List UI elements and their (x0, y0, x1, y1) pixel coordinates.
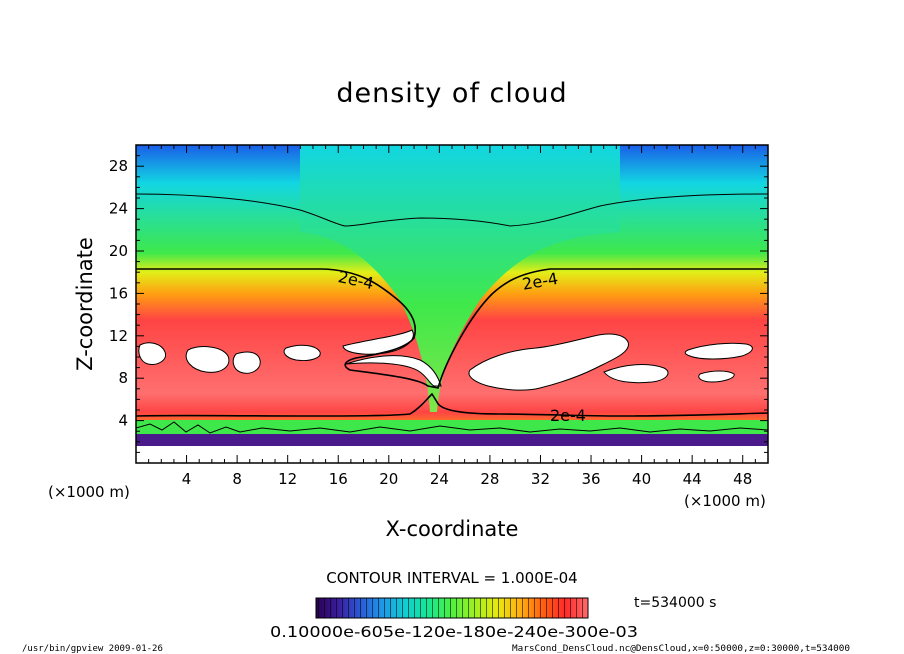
surface-white (136, 446, 768, 463)
y-axis-label: Z-coordinate (73, 237, 97, 371)
time-label: t=534000 s (634, 595, 716, 611)
hook-lower (345, 355, 442, 387)
y-axis: 4 8 12 16 20 24 28 (109, 155, 768, 453)
contour-bottom-ragged (136, 421, 768, 434)
chart-title: density of cloud (336, 78, 567, 109)
footer-program: /usr/bin/gpview 2009-01-26 (22, 644, 163, 654)
y-tick-label: 20 (109, 242, 128, 260)
patch-left-2 (185, 346, 230, 373)
x-tick-label: 24 (430, 470, 449, 488)
x-tick-label: 44 (683, 470, 702, 488)
patch-right-3 (684, 342, 753, 360)
patch-right-4 (698, 370, 735, 383)
x-unit-right: (×1000 m) (684, 492, 766, 510)
contour-2e4-top (136, 268, 768, 389)
x-tick-label: 36 (581, 470, 600, 488)
contour-2e4-bottom (136, 392, 768, 417)
patch-left-3 (232, 351, 261, 374)
patch-right-main (468, 333, 629, 391)
x-tick-label: 40 (632, 470, 651, 488)
x-tick-label: 12 (278, 470, 297, 488)
y-tick-label: 4 (118, 412, 128, 430)
x-tick-label: 4 (182, 470, 192, 488)
x-tick-label: 32 (531, 470, 550, 488)
y-tick-label: 28 (109, 157, 128, 175)
colorbar (315, 597, 589, 619)
lower-band (136, 420, 768, 434)
colorbar-frame (315, 597, 589, 619)
contour-upper (136, 193, 768, 227)
x-axis-label: X-coordinate (386, 517, 519, 541)
x-unit-left: (×1000 m) (48, 483, 130, 501)
y-tick-label: 8 (118, 369, 128, 387)
x-tick-label: 48 (733, 470, 752, 488)
contour-interval: CONTOUR INTERVAL = 1.000E-04 (326, 569, 577, 587)
x-axis: 4 8 12 16 20 24 28 32 36 40 44 48 (148, 145, 756, 488)
x-tick-label: 28 (480, 470, 499, 488)
x-tick-label: 8 (232, 470, 242, 488)
contour-label-3: 2e-4 (550, 406, 586, 425)
surface-band (136, 434, 768, 446)
patch-right-2 (603, 364, 669, 384)
x-tick-label: 20 (379, 470, 398, 488)
y-tick-label: 12 (109, 327, 128, 345)
patch-left-1 (138, 342, 167, 365)
contour-lines (136, 193, 768, 434)
colorbar-stripes (316, 598, 588, 618)
cloud-free-column (300, 145, 620, 412)
colorbar-labels: 0.10000e-605e-120e-180e-240e-300e-03 (270, 623, 638, 641)
x-tick-label: 16 (329, 470, 348, 488)
cloud-free-patches (138, 329, 753, 391)
patch-left-4 (283, 344, 321, 361)
plot-area: 2e-4 2e-4 2e-4 (136, 145, 768, 463)
y-tick-label: 16 (109, 284, 128, 302)
footer-source: MarsCond_DensCloud.nc@DensCloud,x=0:5000… (512, 644, 850, 654)
y-tick-label: 24 (109, 200, 128, 218)
